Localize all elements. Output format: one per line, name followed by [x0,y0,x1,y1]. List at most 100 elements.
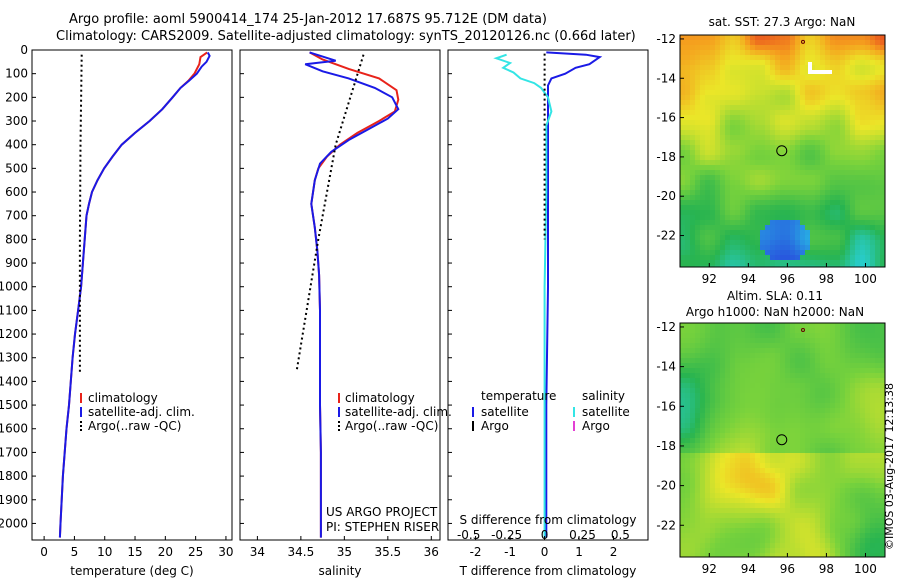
map-cell [745,115,751,121]
map-cell [720,378,726,384]
map-cell [745,538,751,544]
map-cell [845,553,851,557]
map-cell [790,513,796,519]
map-cell [755,523,761,529]
map-cell [730,130,736,136]
map-cell [740,348,746,354]
map-cell [835,45,841,51]
map-x-tick-label: 94 [741,562,756,576]
map-cell [755,210,761,216]
map-cell [715,245,721,251]
map-cell [705,468,711,474]
map-cell [725,175,731,181]
map-cell [720,110,726,116]
map-cell [685,80,691,86]
map-cell [865,105,871,111]
map-cell [705,130,711,136]
map-cell [730,513,736,519]
map-cell [865,40,871,46]
map-cell [795,528,801,534]
map-cell [850,378,856,384]
map-cell [765,503,771,509]
map-cell [850,135,856,141]
map-cell [690,483,696,489]
map-cell [870,225,876,231]
map-cell [695,85,701,91]
map-cell [720,393,726,399]
map-cell [765,468,771,474]
map-cell [730,523,736,529]
map-cell [690,210,696,216]
map-cell [855,528,861,534]
map-cell [775,215,781,221]
map-cell [835,170,841,176]
map-cell [790,518,796,524]
map-cell [685,230,691,236]
map-cell [735,90,741,96]
map-cell [840,443,846,449]
map-cell [700,165,706,171]
map-cell [805,518,811,524]
map-cell [820,260,826,266]
map-cell [805,413,811,419]
map-cell [765,358,771,364]
map-cell [815,503,821,509]
map-cell [775,483,781,489]
map-cell [750,328,756,334]
map-cell [880,240,885,246]
map-cell [770,533,776,539]
map-cell [845,408,851,414]
map-cell [860,65,866,71]
map-cell [860,120,866,126]
map-cell [820,513,826,519]
map-cell [820,55,826,61]
map-cell [760,110,766,116]
map-cell [850,493,856,499]
map-cell [875,195,881,201]
map-cell [795,368,801,374]
map-cell [720,55,726,61]
map-cell [865,443,871,449]
figure-title-line1: Argo profile: aoml 5900414_174 25-Jan-20… [69,12,547,27]
map-cell [795,170,801,176]
map-cell [745,145,751,151]
map-cell [750,45,756,51]
map-cell [820,50,826,56]
map-cell [820,483,826,489]
map-cell [840,358,846,364]
map-cell [785,468,791,474]
map-cell [720,60,726,66]
map-cell [820,443,826,449]
map-cell [735,180,741,186]
map-cell [710,180,716,186]
map-cell [865,215,871,221]
map-cell [830,75,836,81]
map-cell [745,443,751,449]
map-cell [825,413,831,419]
map-cell [870,523,876,529]
map-cell [750,105,756,111]
map-cell [745,463,751,469]
map-cell [825,120,831,126]
map-cell [860,80,866,86]
map-cell [880,105,885,111]
map-cell [685,40,691,46]
map-cell [815,80,821,86]
map-cell [690,538,696,544]
map-cell [695,443,701,449]
map-cell [825,245,831,251]
map-cell [810,195,816,201]
x-tick-label: -1 [504,545,516,559]
map-cell [715,418,721,424]
map-cell [850,473,856,479]
map-cell [765,388,771,394]
map-cell [730,185,736,191]
map-cell [740,528,746,534]
map-cell [775,498,781,504]
map-cell [715,423,721,429]
map-cell [730,458,736,464]
map-cell [705,60,711,66]
map-cell [785,518,791,524]
map-cell [870,55,876,61]
map-cell [750,498,756,504]
